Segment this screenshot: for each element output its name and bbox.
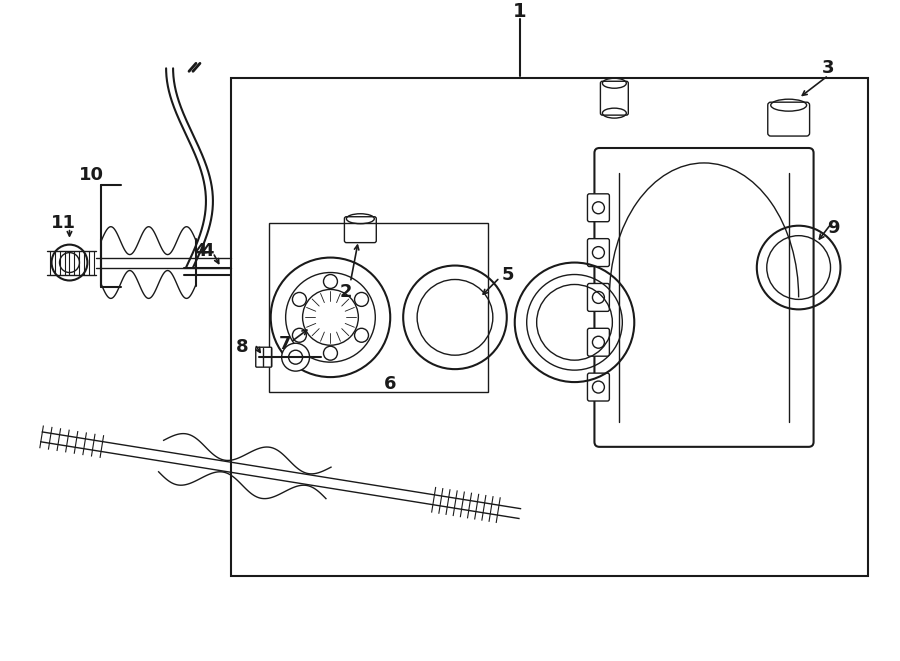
Text: 6: 6: [384, 375, 397, 393]
FancyBboxPatch shape: [600, 81, 628, 115]
FancyBboxPatch shape: [588, 284, 609, 311]
Text: 11: 11: [51, 214, 76, 232]
Text: 1: 1: [513, 2, 526, 21]
Text: 2: 2: [339, 284, 352, 301]
Circle shape: [282, 343, 310, 371]
Text: 3: 3: [823, 59, 835, 77]
Text: 7: 7: [279, 335, 292, 353]
Circle shape: [323, 274, 338, 288]
FancyBboxPatch shape: [256, 347, 272, 367]
Circle shape: [355, 292, 368, 307]
FancyBboxPatch shape: [588, 239, 609, 266]
Text: 8: 8: [236, 338, 248, 356]
Circle shape: [51, 245, 87, 280]
FancyBboxPatch shape: [768, 102, 810, 136]
Circle shape: [292, 329, 306, 342]
Circle shape: [323, 346, 338, 360]
Text: 10: 10: [79, 166, 104, 184]
Bar: [269, 223, 488, 392]
Text: 9: 9: [827, 219, 840, 237]
Text: 4: 4: [201, 242, 213, 260]
FancyBboxPatch shape: [588, 373, 609, 401]
Bar: [231, 78, 868, 576]
FancyBboxPatch shape: [588, 329, 609, 356]
Text: 5: 5: [502, 266, 514, 284]
FancyBboxPatch shape: [588, 194, 609, 221]
FancyBboxPatch shape: [345, 217, 376, 243]
Circle shape: [292, 292, 306, 307]
Circle shape: [355, 329, 368, 342]
Text: 4: 4: [194, 242, 207, 260]
